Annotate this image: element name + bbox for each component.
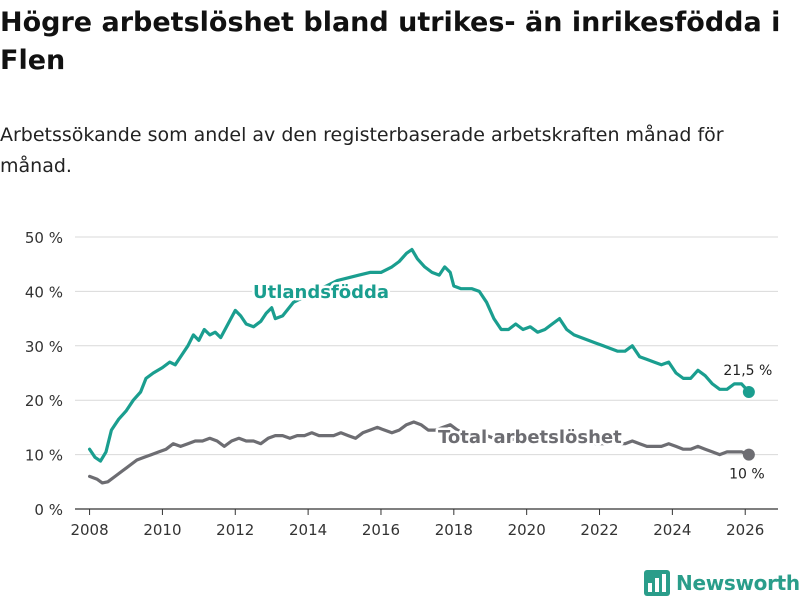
x-tick-label: 2012 [216, 521, 254, 539]
brand-name: Newsworthy [676, 571, 800, 595]
x-tick-label: 2014 [289, 521, 327, 539]
x-tick-label: 2010 [143, 521, 181, 539]
x-axis: 2008 2010 2012 2014 2016 2018 2020 2022 2024 2026 [70, 508, 778, 539]
x-tick-label: 2024 [653, 521, 691, 539]
bar-chart-logo-icon [644, 570, 670, 596]
series-label-utlandsfodda-halo: Utlandsfödda [253, 282, 389, 303]
x-tick-label: 2026 [726, 521, 764, 539]
y-tick-label: 40 % [25, 283, 63, 301]
end-value-label-utlandsfodda: 21,5 % [723, 363, 772, 379]
y-tick-label: 20 % [25, 392, 63, 410]
y-axis-ticks: 0 % 10 % 20 % 30 % 40 % 50 % [25, 229, 63, 519]
x-tick-label: 2008 [70, 521, 108, 539]
x-tick-label: 2016 [362, 521, 400, 539]
y-tick-label: 10 % [25, 447, 63, 465]
end-value-label-total: 10 % [729, 467, 765, 483]
x-tick-label: 2022 [580, 521, 618, 539]
series-line-total [88, 420, 751, 485]
series-label-utlandsfodda: Utlandsfödda [253, 282, 389, 303]
y-tick-label: 30 % [25, 338, 63, 356]
x-tick-label: 2020 [508, 521, 546, 539]
series-lines [88, 247, 755, 485]
y-tick-label: 50 % [25, 229, 63, 247]
series-end-point [742, 448, 755, 461]
x-tick-label: 2018 [435, 521, 473, 539]
y-tick-label: 0 % [34, 501, 63, 519]
chart-subtitle: Arbetssökande som andel av den registerb… [0, 124, 724, 177]
series-label-total-halo: Total arbetslöshet [438, 427, 622, 448]
brand-logo: Newsworthy [644, 568, 800, 598]
gridlines [75, 236, 778, 456]
series-end-point [742, 386, 755, 399]
series-line-utlandsfodda [88, 247, 751, 463]
chart-title: Högre arbetslöshet bland utrikes- än inr… [0, 7, 781, 76]
series-label-total: Total arbetslöshet [438, 427, 622, 448]
